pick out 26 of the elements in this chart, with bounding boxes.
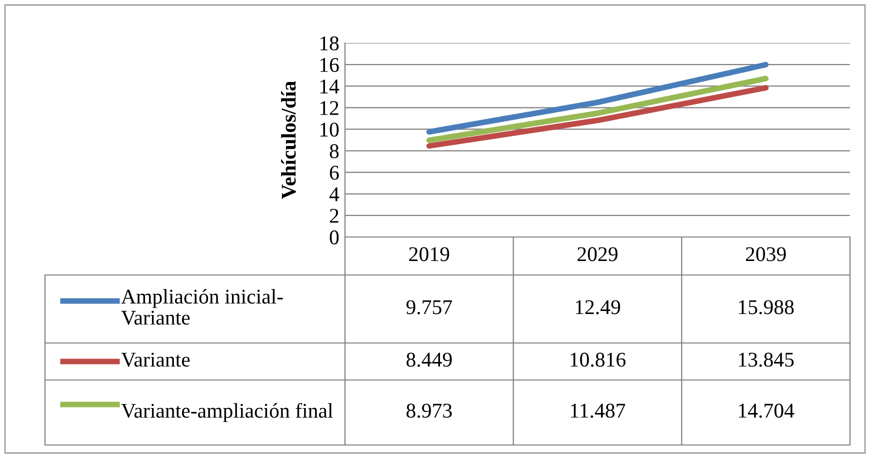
data-label: 15.988 (739, 300, 794, 314)
data-label: 10.816 (570, 352, 626, 367)
data-label: 8.973 (406, 404, 452, 418)
x-tick-label: 2019 (409, 247, 450, 262)
y-tick-label: 0 (330, 230, 339, 244)
y-axis-title: Vehículos/día (281, 81, 296, 200)
y-tick-label: 14 (320, 80, 340, 94)
legend-label: Ampliación inicial-Variante (121, 289, 283, 325)
y-tick-label: 10 (320, 122, 339, 137)
y-tick-label: 16 (320, 58, 339, 72)
y-tick-label: 2 (330, 208, 338, 223)
y-tick-label: 6 (330, 166, 339, 180)
legend-label: Variante (121, 352, 190, 367)
legend-label: Variante-ampliación final (121, 402, 333, 422)
data-label: 12.49 (576, 300, 620, 314)
data-label: 9.757 (406, 300, 452, 314)
data-label: 14.704 (739, 404, 794, 418)
data-label: 8.449 (406, 352, 452, 367)
y-tick-label: 4 (329, 187, 340, 202)
data-label: 13.845 (739, 352, 794, 367)
data-label: 11.487 (571, 404, 626, 418)
y-tick-label: 12 (320, 101, 338, 115)
x-tick-label: 2039 (746, 247, 786, 262)
y-tick-label: 8 (330, 144, 339, 158)
y-tick-label: 18 (320, 36, 339, 50)
x-tick-label: 2029 (578, 247, 618, 262)
